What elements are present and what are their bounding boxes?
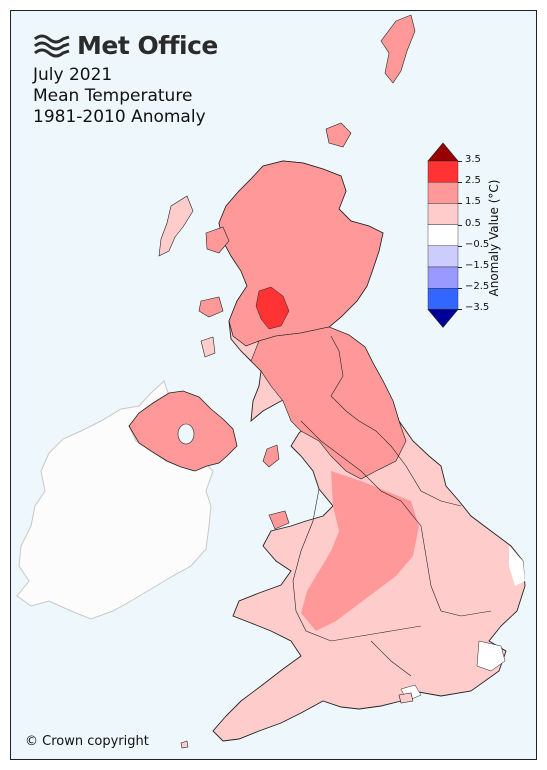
skye bbox=[205, 226, 230, 254]
met-office-logo: Met Office bbox=[33, 31, 218, 60]
copyright-notice: © Crown copyright bbox=[25, 734, 149, 749]
shetland bbox=[380, 14, 416, 84]
legend-tick-mark bbox=[458, 182, 462, 184]
legend-tick-mark bbox=[458, 203, 462, 205]
neutral-norfolk bbox=[509, 546, 525, 586]
anglesey bbox=[268, 510, 290, 530]
outer-hebrides bbox=[158, 195, 194, 257]
orkney bbox=[325, 122, 352, 148]
legend-tick-label: −2.5 bbox=[465, 281, 490, 293]
brand-name: Met Office bbox=[77, 31, 218, 60]
legend-bin-over bbox=[427, 142, 459, 162]
legend-tick-label: −1.5 bbox=[465, 260, 490, 271]
legend-tick-label: −0.5 bbox=[465, 238, 490, 250]
legend-bin bbox=[427, 224, 459, 246]
map-titles: July 2021 Mean Temperature 1981-2010 Ano… bbox=[33, 65, 206, 128]
legend-bin bbox=[427, 245, 459, 268]
midlands-region bbox=[301, 471, 419, 631]
legend-tick-label: 0.5 bbox=[465, 217, 481, 229]
mull bbox=[198, 296, 224, 318]
legend-tick-mark bbox=[458, 245, 462, 247]
lough-neagh bbox=[177, 423, 195, 445]
isle-of-man bbox=[262, 444, 280, 468]
scilly-isles bbox=[180, 740, 189, 749]
legend-tick-mark bbox=[458, 267, 462, 268]
neutral-east-anglia bbox=[476, 640, 506, 672]
title-variable: Mean Temperature bbox=[33, 86, 193, 106]
title-baseline: 1981-2010 Anomaly bbox=[33, 107, 206, 127]
legend-tick-mark bbox=[458, 309, 462, 311]
northern-england-region bbox=[250, 326, 407, 480]
legend-bin bbox=[427, 287, 459, 310]
legend-bin-under bbox=[427, 309, 459, 328]
legend-tick-label: 3.5 bbox=[465, 154, 481, 165]
legend-title: Anomaly Value (°C) bbox=[487, 179, 501, 297]
uk-anomaly-map bbox=[16, 14, 526, 749]
legend-bin bbox=[427, 266, 459, 289]
hot-spot-west-scotland bbox=[255, 286, 290, 330]
legend-tick-label: −3.5 bbox=[465, 302, 490, 314]
legend-tick-label: 1.5 bbox=[465, 196, 481, 208]
title-month: July 2021 bbox=[33, 65, 113, 85]
isle-of-wight bbox=[398, 692, 414, 704]
islay bbox=[200, 336, 216, 358]
legend-tick-mark bbox=[458, 224, 462, 226]
legend-colorbar bbox=[427, 142, 459, 328]
legend-tick-label: 2.5 bbox=[465, 175, 481, 187]
met-office-wave-logo-icon bbox=[34, 34, 70, 57]
legend-bin bbox=[427, 182, 459, 204]
legend-bin bbox=[427, 160, 459, 183]
region-boundaries bbox=[292, 335, 492, 677]
legend-bin bbox=[427, 203, 459, 225]
legend-tick-mark bbox=[458, 161, 462, 162]
map-frame: Met Office July 2021 Mean Temperature 19… bbox=[10, 10, 537, 760]
legend-tick-mark bbox=[458, 288, 462, 290]
scotland-region bbox=[218, 160, 384, 347]
